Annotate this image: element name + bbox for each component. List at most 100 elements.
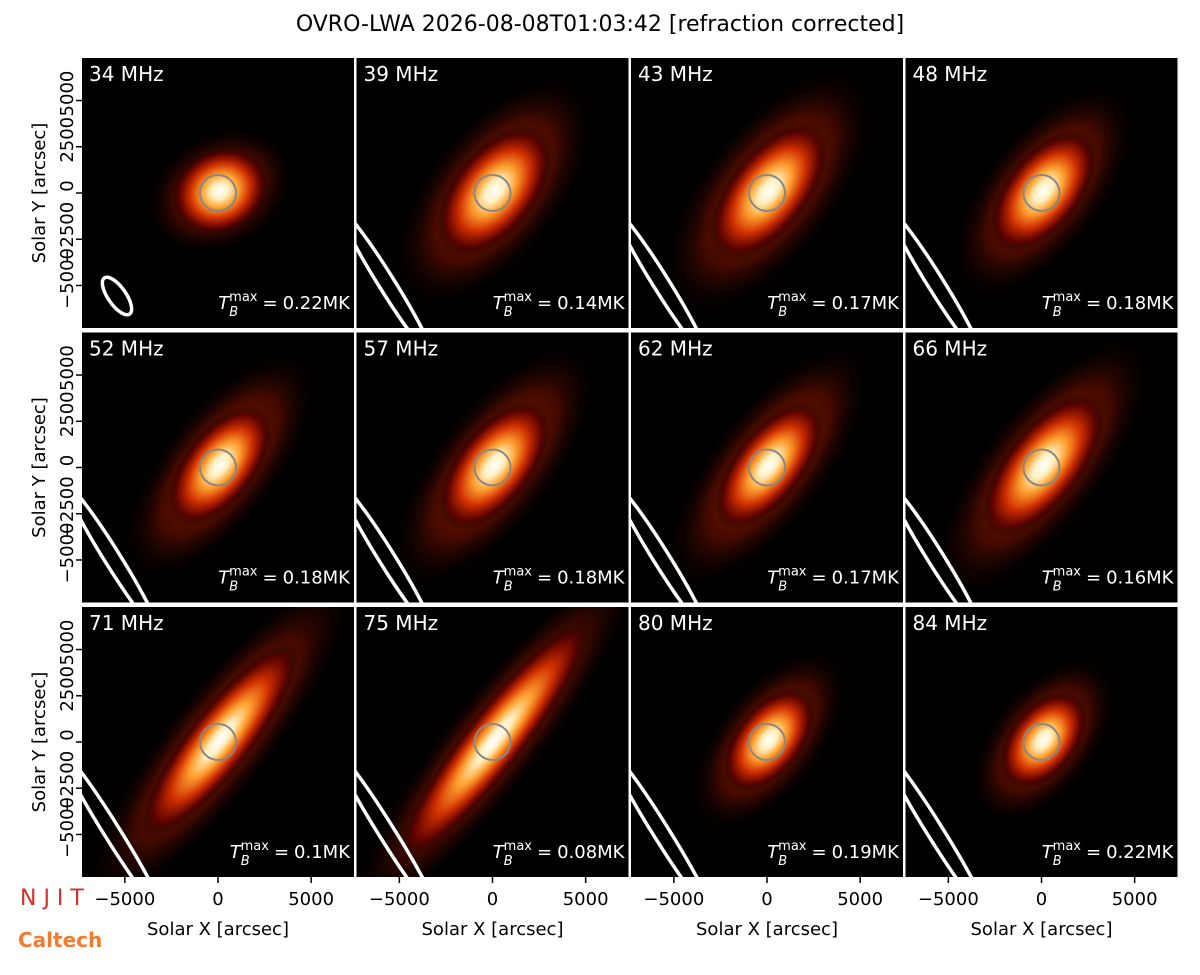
- y-tick-label: 2500: [57, 666, 78, 712]
- tb-value: 0.17MK: [832, 293, 901, 314]
- solar-disk: [199, 723, 237, 761]
- tb-sup: max: [241, 839, 270, 854]
- tb-symbol: T: [767, 842, 780, 863]
- solar-disk: [199, 174, 237, 212]
- emission-core: [723, 688, 815, 792]
- x-tick-label: −5000: [918, 889, 979, 910]
- tb-label: TBmax = 0.1MK: [230, 839, 352, 869]
- x-axis-label: Solar X [arcsec]: [147, 919, 289, 940]
- tb-label: TBmax = 0.22MK: [218, 290, 351, 320]
- image: [82, 607, 354, 877]
- image: [631, 646, 850, 877]
- beam: [82, 483, 160, 603]
- y-tick-label: 2500: [57, 117, 78, 163]
- y-tick-label: 5000: [57, 620, 78, 666]
- y-tick-label: 0: [57, 180, 78, 191]
- tb-label: TBmax = 0.08MK: [493, 839, 626, 869]
- image: [82, 349, 319, 603]
- x-tick-label: −5000: [643, 889, 704, 910]
- tb-sub: B: [778, 854, 787, 869]
- tb-eq: =: [1086, 293, 1101, 314]
- panel-label: 34 MHz: [89, 62, 164, 86]
- y-tick-label: −5000: [57, 248, 78, 309]
- image: [905, 81, 1138, 328]
- emission-core: [1000, 691, 1087, 789]
- y-tick-label: −5000: [57, 523, 78, 584]
- tb-label: TBmax = 0.17MK: [767, 290, 900, 320]
- panel-label: 71 MHz: [89, 611, 164, 635]
- tb-value: 0.16MK: [1106, 568, 1175, 589]
- x-axis-label: Solar X [arcsec]: [696, 919, 838, 940]
- tb-eq: =: [811, 568, 826, 589]
- tb-symbol: T: [493, 568, 506, 589]
- beam: [100, 275, 134, 317]
- tb-sub: B: [241, 854, 250, 869]
- tb-sub: B: [1053, 580, 1062, 595]
- panel: 39 MHz TBmax = 0.14MK: [356, 58, 629, 328]
- y-axis-label: Solar Y [arcsec]: [29, 672, 50, 813]
- tb-label: TBmax = 0.22MK: [1042, 839, 1175, 869]
- tb-sub: B: [229, 305, 238, 320]
- tb-sup: max: [229, 290, 258, 305]
- tb-symbol: T: [493, 293, 506, 314]
- tb-symbol: T: [1042, 293, 1055, 314]
- tb-value: 0.1MK: [294, 842, 351, 863]
- x-tick-label: 5000: [837, 889, 883, 910]
- image: [356, 607, 629, 877]
- emission-core: [399, 620, 590, 860]
- beam: [356, 749, 440, 877]
- y-tick-label: 0: [57, 455, 78, 466]
- emission-core: [168, 406, 272, 525]
- solar-disk: [748, 448, 786, 487]
- emission-core: [715, 402, 823, 529]
- tb-value: 0.18MK: [283, 568, 352, 589]
- x-axis-label: Solar X [arcsec]: [422, 919, 564, 940]
- tb-value: 0.14MK: [557, 293, 626, 314]
- image: [631, 341, 873, 603]
- tb-sup: max: [504, 565, 533, 580]
- emission-core: [141, 643, 299, 837]
- tb-sub: B: [229, 580, 238, 595]
- solar-disk: [1022, 723, 1061, 761]
- panel-label: 62 MHz: [638, 337, 713, 361]
- tb-value: 0.17MK: [832, 568, 901, 589]
- solar-disk: [473, 723, 512, 761]
- tb-value: 0.22MK: [1106, 842, 1175, 863]
- image: [356, 72, 597, 328]
- tb-sub: B: [504, 580, 513, 595]
- y-axis-label: Solar Y [arcsec]: [29, 397, 50, 538]
- panel: 62 MHz TBmax = 0.17MK: [631, 332, 903, 603]
- tb-sup: max: [778, 839, 807, 854]
- panel-label: 48 MHz: [913, 62, 988, 86]
- panel-label: 80 MHz: [638, 611, 713, 635]
- emission-core: [983, 394, 1104, 537]
- solar-disk: [1022, 448, 1061, 487]
- panel: 66 MHz TBmax = 0.16MK: [905, 332, 1178, 603]
- figure-title: OVRO-LWA 2026-08-08T01:03:42 [refraction…: [296, 12, 904, 37]
- x-tick-label: −5000: [369, 889, 430, 910]
- panel: 80 MHz TBmax = 0.19MK −5000 0 5000 Solar X [arc…: [631, 607, 903, 940]
- y-tick-label: −2500: [57, 202, 78, 263]
- panel-label: 75 MHz: [364, 611, 439, 635]
- tb-symbol: T: [767, 568, 780, 589]
- beam: [905, 209, 983, 328]
- emission-core: [171, 146, 269, 236]
- emission-core: [439, 401, 550, 530]
- tb-sub: B: [504, 854, 513, 869]
- solar-disk: [748, 723, 786, 761]
- tb-eq: =: [811, 293, 826, 314]
- tb-label: TBmax = 0.17MK: [767, 565, 900, 595]
- tb-sub: B: [504, 305, 513, 320]
- tb-value: 0.18MK: [1106, 293, 1175, 314]
- solar-disk: [199, 448, 237, 487]
- tb-sup: max: [778, 290, 807, 305]
- tb-eq: =: [537, 293, 552, 314]
- y-tick-label: 2500: [57, 391, 78, 437]
- tb-eq: =: [537, 842, 552, 863]
- y-tick-label: −2500: [57, 751, 78, 812]
- panel: 57 MHz TBmax = 0.18MK: [356, 332, 629, 603]
- beam: [905, 749, 989, 877]
